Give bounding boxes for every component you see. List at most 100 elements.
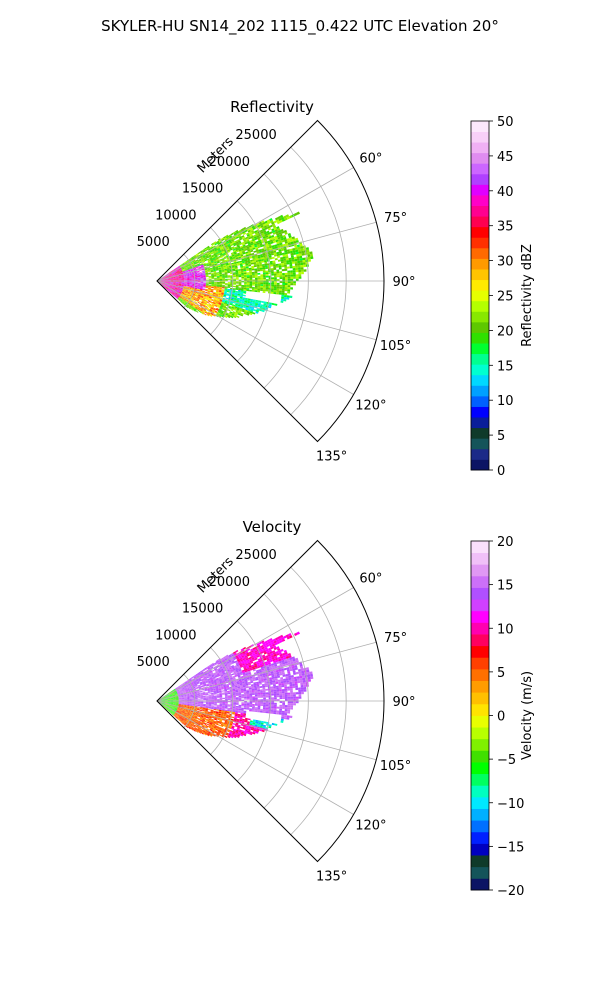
velocity-data-cell xyxy=(290,694,294,697)
reflectivity-data-cell xyxy=(267,225,271,229)
reflectivity-data-cell xyxy=(227,284,231,286)
reflectivity-data-cell xyxy=(178,291,182,294)
reflectivity-data-cell xyxy=(224,269,228,272)
reflectivity-data-cell xyxy=(182,291,185,293)
reflectivity-data-cell xyxy=(254,255,258,258)
reflectivity-data-cell xyxy=(184,261,187,264)
velocity-data-cell xyxy=(295,685,298,688)
reflectivity-data-cell xyxy=(213,274,217,276)
reflectivity-data-cell xyxy=(241,286,244,288)
reflectivity-data-cell xyxy=(216,253,220,255)
velocity-data-cell xyxy=(275,639,280,643)
reflectivity-data-cell xyxy=(241,249,245,252)
reflectivity-data-cell xyxy=(249,301,253,304)
reflectivity-data-cell xyxy=(256,264,260,267)
reflectivity-data-cell xyxy=(280,257,284,260)
velocity-data-cell xyxy=(200,676,204,679)
velocity-data-cell xyxy=(307,674,311,678)
reflectivity-data-cell xyxy=(263,277,266,280)
reflectivity-data-cell xyxy=(252,238,256,242)
reflectivity-data-cell xyxy=(185,291,188,293)
reflectivity-data-cell xyxy=(287,251,291,254)
reflectivity-data-cell xyxy=(206,281,209,283)
reflectivity-data-cell xyxy=(214,263,218,266)
velocity-data-cell xyxy=(192,680,196,682)
reflectivity-data-cell xyxy=(193,260,196,263)
reflectivity-data-cell xyxy=(184,292,188,294)
velocity-data-cell xyxy=(259,649,263,653)
velocity-data-cell xyxy=(266,639,271,643)
reflectivity-data-cell xyxy=(203,275,206,277)
reflectivity-data-cell xyxy=(198,267,202,269)
velocity-data-cell xyxy=(205,674,208,677)
velocity-data-cell xyxy=(203,671,207,674)
reflectivity-data-cell xyxy=(246,278,250,280)
reflectivity-data-cell xyxy=(250,249,254,253)
reflectivity-data-cell xyxy=(238,236,242,239)
reflectivity-data-cell xyxy=(226,241,230,244)
reflectivity-data-cell xyxy=(244,242,248,245)
reflectivity-data-cell xyxy=(184,268,188,270)
reflectivity-data-cell xyxy=(186,272,189,274)
reflectivity-data-cell xyxy=(171,273,175,275)
reflectivity-data-cell xyxy=(224,244,228,247)
reflectivity-data-cell xyxy=(224,286,228,288)
velocity-data-cell xyxy=(268,649,272,653)
velocity-data-cell xyxy=(212,664,216,667)
reflectivity-data-cell xyxy=(243,245,247,249)
reflectivity-data-cell xyxy=(209,313,213,316)
velocity-data-cell xyxy=(166,695,170,697)
reflectivity-data-cell xyxy=(204,269,208,272)
reflectivity-data-cell xyxy=(240,268,244,271)
reflectivity-data-cell xyxy=(169,291,172,294)
reflectivity-data-cell xyxy=(284,293,288,296)
reflectivity-data-cell xyxy=(257,244,261,247)
reflectivity-data-cell xyxy=(165,282,168,283)
reflectivity-data-cell xyxy=(219,314,222,317)
reflectivity-data-cell xyxy=(170,290,173,293)
reflectivity-data-cell xyxy=(178,284,182,286)
reflectivity-data-cell xyxy=(165,279,168,280)
reflectivity-data-cell xyxy=(165,279,168,281)
reflectivity-data-cell xyxy=(217,311,221,315)
reflectivity-data-cell xyxy=(276,234,280,238)
reflectivity-data-cell xyxy=(247,242,251,245)
reflectivity-data-cell xyxy=(267,234,271,237)
velocity-data-cell xyxy=(204,678,207,681)
reflectivity-data-cell xyxy=(179,290,183,292)
velocity-data-cell xyxy=(184,682,188,685)
reflectivity-data-cell xyxy=(198,295,201,297)
reflectivity-data-cell xyxy=(262,269,266,271)
reflectivity-data-cell xyxy=(273,292,277,295)
reflectivity-data-cell xyxy=(162,277,165,279)
reflectivity-data-cell xyxy=(174,288,178,290)
reflectivity-data-cell xyxy=(226,248,230,251)
reflectivity-data-cell xyxy=(184,276,187,278)
reflectivity-data-cell xyxy=(163,275,167,277)
reflectivity-data-cell xyxy=(249,312,253,316)
reflectivity-data-cell xyxy=(165,282,168,283)
reflectivity-data-cell xyxy=(200,264,204,266)
velocity-data-cell xyxy=(303,686,307,690)
reflectivity-data-cell xyxy=(204,291,208,294)
reflectivity-data-cell xyxy=(279,244,284,248)
reflectivity-data-cell xyxy=(199,260,202,263)
velocity-data-cell xyxy=(209,678,213,680)
reflectivity-data-cell xyxy=(225,299,228,302)
reflectivity-data-cell xyxy=(239,253,243,256)
reflectivity-data-cell xyxy=(193,269,197,271)
reflectivity-data-cell xyxy=(275,217,279,221)
reflectivity-data-cell xyxy=(248,231,252,234)
velocity-data-cell xyxy=(292,692,296,695)
reflectivity-radial-tick-label: 5000 xyxy=(137,235,170,250)
reflectivity-data-cell xyxy=(208,275,212,277)
reflectivity-data-cell xyxy=(236,231,240,234)
reflectivity-data-cell xyxy=(197,264,201,267)
reflectivity-data-cell xyxy=(207,252,210,255)
reflectivity-data-cell xyxy=(251,231,255,235)
reflectivity-data-cell xyxy=(203,302,207,305)
velocity-data-cell xyxy=(284,690,288,693)
reflectivity-data-cell xyxy=(222,273,225,275)
reflectivity-data-cell xyxy=(237,313,241,316)
reflectivity-data-cell xyxy=(252,257,256,260)
